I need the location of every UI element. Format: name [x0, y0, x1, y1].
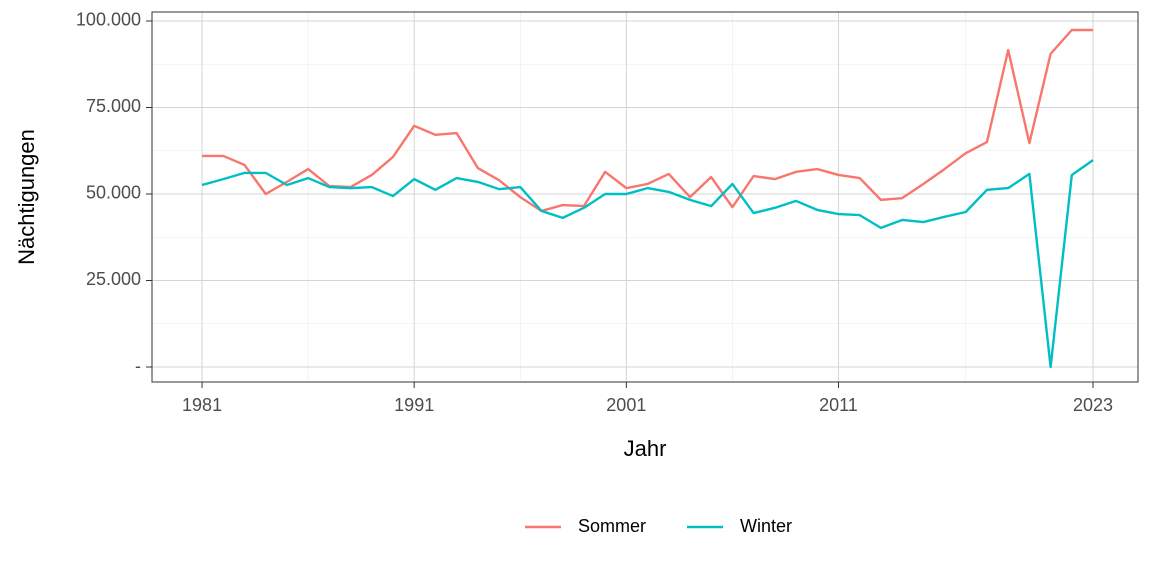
- x-tick-label: 1991: [394, 395, 434, 415]
- x-tick-label: 2011: [819, 395, 858, 415]
- panel-border: [151, 11, 1139, 383]
- series-line: [201, 159, 1094, 369]
- x-tick-label: 2023: [1073, 395, 1113, 415]
- x-tick-label: 1981: [182, 395, 222, 415]
- y-tick-label: -: [135, 356, 141, 376]
- series-line: [202, 28, 1094, 213]
- y-tick-label: 75.000: [86, 96, 141, 116]
- x-tick-label: 2001: [606, 395, 646, 415]
- y-tick-label: 25.000: [86, 269, 141, 289]
- y-tick-label: 50.000: [86, 183, 141, 203]
- legend-label: Sommer: [578, 516, 646, 536]
- y-axis-title: Nächtigungen: [14, 129, 39, 265]
- legend-label: Winter: [740, 516, 792, 536]
- x-axis-title: Jahr: [624, 436, 667, 461]
- y-tick-label: 100.000: [76, 10, 141, 30]
